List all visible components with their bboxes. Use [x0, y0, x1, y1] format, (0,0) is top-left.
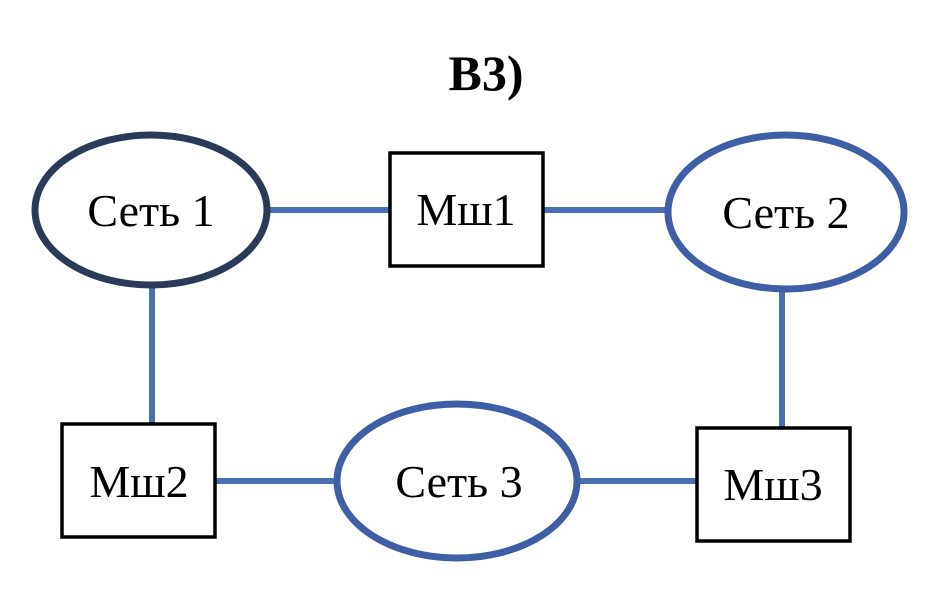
- network-node-1: Сеть 1: [31, 131, 271, 289]
- router-label-1: Мш1: [416, 184, 515, 235]
- network-label-3: Сеть 3: [395, 456, 522, 507]
- diagram-title: В3): [449, 45, 524, 101]
- network-node-2: Сеть 2: [664, 131, 908, 293]
- network-label-1: Сеть 1: [87, 185, 214, 236]
- network-label-2: Сеть 2: [722, 187, 849, 238]
- router-node-3: Мш3: [695, 426, 852, 543]
- router-label-3: Мш3: [723, 459, 822, 510]
- network-node-3: Сеть 3: [333, 400, 581, 562]
- router-label-2: Мш2: [89, 456, 188, 507]
- router-node-1: Мш1: [388, 151, 545, 268]
- router-node-2: Мш2: [60, 422, 217, 539]
